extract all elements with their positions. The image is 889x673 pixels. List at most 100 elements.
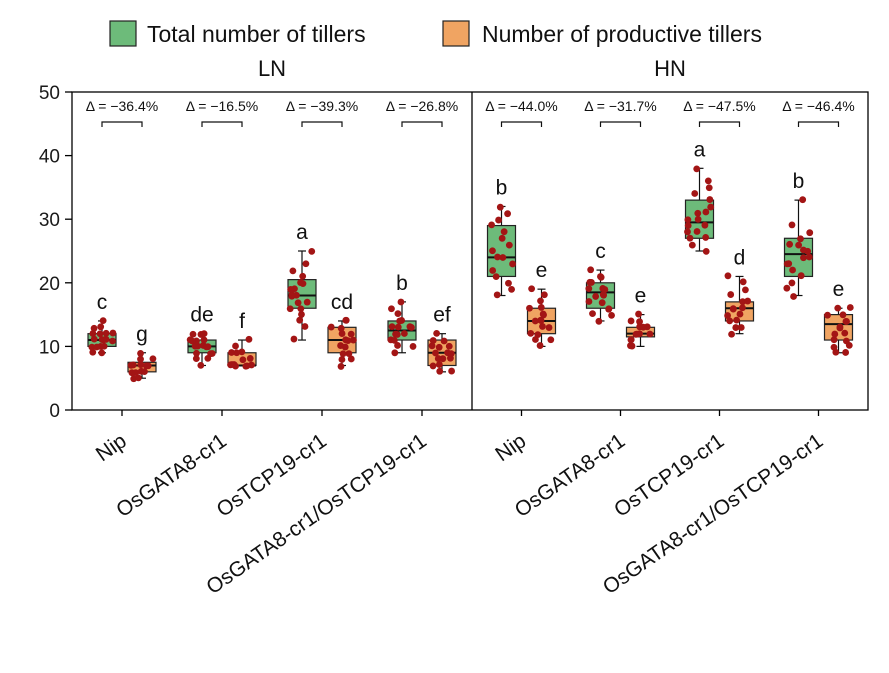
data-point [830, 343, 838, 351]
data-point [493, 291, 501, 299]
data-point [597, 273, 605, 281]
plot-area: LNΔ = −36.4%cgΔ = −16.5%de fΔ = −39.3%acd… [86, 56, 855, 383]
data-point [537, 304, 545, 311]
data-point [800, 254, 807, 262]
delta-label-hn-ostcp19-cr1: Δ = −47.5% [683, 98, 755, 114]
data-point [100, 336, 107, 344]
data-point [228, 349, 235, 356]
data-point [135, 374, 142, 382]
data-point [608, 311, 615, 319]
data-point [540, 291, 548, 299]
data-point [233, 349, 241, 357]
data-point [349, 336, 357, 344]
data-point [308, 247, 316, 255]
data-point [388, 323, 396, 331]
sig-letter-ln-osgata8-cr1-productive: f [239, 310, 245, 333]
data-point [684, 222, 692, 229]
data-point [805, 253, 813, 261]
data-point [299, 272, 307, 280]
data-point [200, 330, 208, 338]
data-point [509, 260, 516, 268]
delta-bracket-ln-nip [101, 121, 143, 127]
data-point [627, 317, 635, 325]
data-point [191, 342, 199, 350]
data-point [433, 329, 441, 337]
data-point [537, 317, 545, 324]
data-point [89, 348, 97, 356]
data-point [694, 215, 702, 223]
data-point [327, 323, 335, 331]
data-point [203, 343, 210, 351]
data-point [339, 350, 347, 358]
data-point [824, 311, 831, 319]
data-point [789, 266, 796, 274]
data-point [592, 293, 600, 300]
data-point [290, 335, 298, 343]
data-point [836, 323, 844, 331]
delta-label-hn-osgata8-cr1: Δ = −31.7% [584, 98, 656, 114]
data-point [797, 272, 805, 280]
sig-letter-ln-osgata8-cr1-ostcp19-cr1-total: b [396, 272, 408, 295]
data-point [189, 330, 197, 338]
sig-letter-hn-nip-productive: e [536, 259, 548, 282]
data-point [448, 367, 456, 375]
data-point [526, 304, 533, 312]
data-point [391, 336, 398, 344]
data-point [505, 279, 512, 287]
legend-label-total: Total number of tillers [147, 21, 366, 47]
data-point [98, 349, 106, 357]
data-point [297, 305, 305, 313]
data-point [90, 324, 98, 332]
data-point [127, 361, 135, 369]
data-point [605, 305, 613, 313]
data-point [797, 235, 804, 243]
data-point [193, 349, 200, 357]
data-point [342, 316, 350, 324]
data-point [90, 335, 98, 343]
data-point [636, 318, 643, 326]
x-label-hn-nip: Nip [491, 429, 530, 466]
data-point [701, 221, 709, 229]
delta-bracket-ln-osgata8-cr1-ostcp19-cr1 [401, 121, 443, 127]
data-point [288, 291, 296, 299]
data-point [688, 241, 696, 249]
data-point [197, 361, 205, 369]
data-point [489, 267, 497, 274]
data-point [347, 355, 355, 363]
data-point [500, 228, 508, 236]
data-point [96, 330, 104, 338]
data-point [208, 350, 216, 357]
data-point [729, 305, 737, 313]
data-point [396, 317, 404, 325]
sig-letter-hn-nip-total: b [496, 176, 508, 199]
data-point [693, 165, 701, 173]
data-point [289, 267, 297, 275]
data-point [704, 177, 712, 185]
data-point [585, 285, 593, 293]
data-point [429, 337, 437, 344]
delta-bracket-ln-ostcp19-cr1 [301, 121, 343, 127]
data-point [545, 324, 553, 331]
data-point [100, 342, 108, 350]
delta-label-hn-osgata8-cr1-ostcp19-cr1: Δ = −46.4% [782, 98, 854, 114]
legend-swatch-total [109, 20, 137, 47]
data-point [338, 330, 346, 337]
data-point [429, 362, 437, 370]
sig-letter-ln-osgata8-cr1-ostcp19-cr1-productive: ef [433, 304, 451, 327]
y-tick-label: 0 [49, 401, 60, 422]
data-point [242, 362, 250, 370]
data-point [141, 368, 148, 376]
data-point [344, 337, 352, 345]
data-point [737, 324, 745, 331]
sig-letter-hn-ostcp19-cr1-total: a [694, 138, 706, 161]
delta-bracket-hn-ostcp19-cr1 [698, 121, 741, 127]
data-point [739, 298, 747, 306]
delta-bracket-hn-nip [500, 121, 543, 127]
data-point [799, 196, 807, 204]
data-point [294, 299, 302, 307]
data-point [839, 311, 847, 319]
data-point [337, 342, 344, 349]
data-point [702, 234, 710, 241]
data-point [806, 229, 814, 237]
